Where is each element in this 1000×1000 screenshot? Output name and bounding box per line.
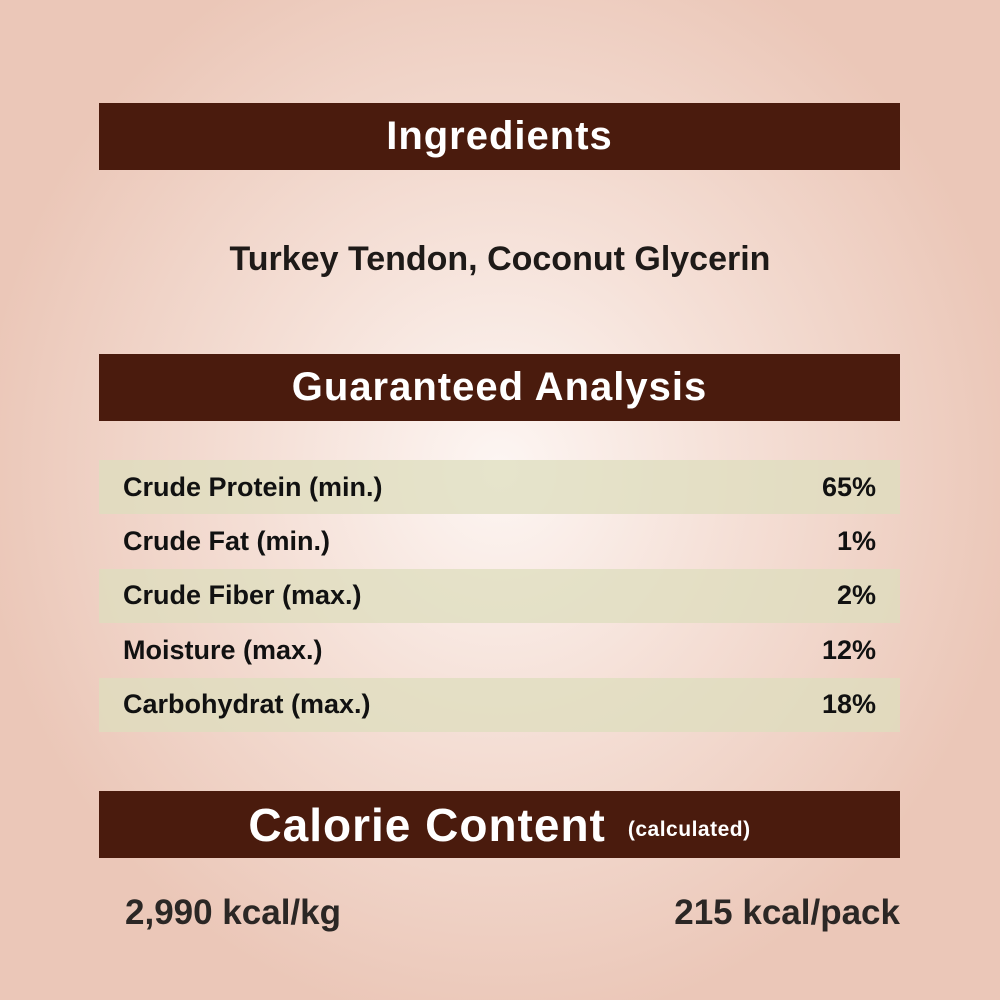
table-row: Crude Fat (min.) 1% xyxy=(99,514,900,568)
row-value: 18% xyxy=(821,689,876,720)
row-value: 1% xyxy=(836,526,876,557)
calorie-subtitle: (calculated) xyxy=(627,817,751,841)
calorie-title: Calorie Content xyxy=(248,798,606,851)
analysis-banner: Guaranteed Analysis xyxy=(99,354,900,421)
calorie-per-pack: 215 kcal/pack xyxy=(674,893,900,932)
table-row: Crude Protein (min.) 65% xyxy=(99,460,900,515)
calorie-banner: Calorie Content (calculated) xyxy=(99,791,900,858)
ingredients-banner: Ingredients xyxy=(99,103,900,170)
row-label: Crude Fat (min.) xyxy=(123,526,330,557)
table-row: Crude Fiber (max.) 2% xyxy=(99,568,900,624)
table-row: Carbohydrat (max.) 18% xyxy=(99,677,900,732)
analysis-table: Crude Protein (min.) 65% Crude Fat (min.)… xyxy=(99,460,900,732)
row-label: Carbohydrat (max.) xyxy=(123,689,371,720)
table-row: Moisture (max.) 12% xyxy=(99,623,900,677)
row-label: Crude Fiber (max.) xyxy=(123,580,362,611)
row-value: 2% xyxy=(836,580,876,611)
calorie-per-kg: 2,990 kcal/kg xyxy=(125,893,341,932)
row-label: Moisture (max.) xyxy=(123,634,323,665)
analysis-title: Guaranteed Analysis xyxy=(291,365,708,409)
ingredients-text: Turkey Tendon, Coconut Glycerin xyxy=(229,240,771,278)
row-value: 65% xyxy=(821,471,876,502)
row-value: 12% xyxy=(821,634,876,665)
ingredients-title: Ingredients xyxy=(386,114,613,158)
row-label: Crude Protein (min.) xyxy=(123,471,383,502)
